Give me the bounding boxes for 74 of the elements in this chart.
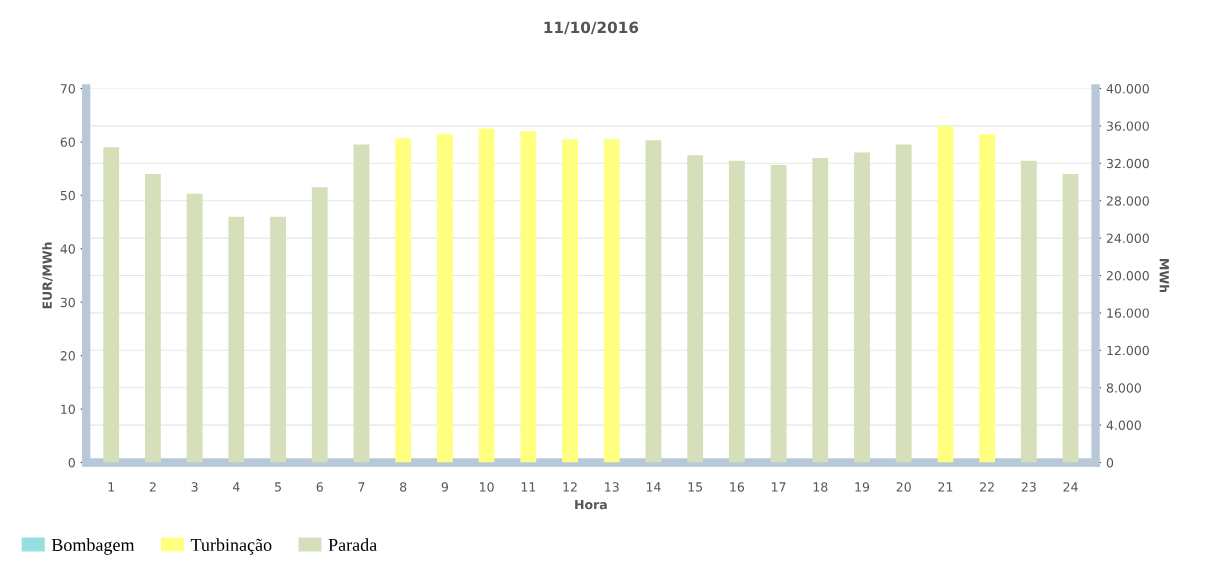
- y2-tick-label: 36.000: [1106, 121, 1149, 131]
- x-tick-label: 4: [232, 482, 240, 492]
- bar: [603, 139, 620, 463]
- legend-label: Bombagem: [51, 538, 135, 555]
- x-tick-label: 16: [730, 482, 745, 492]
- x-tick-label: 18: [813, 482, 828, 492]
- bar: [228, 216, 245, 463]
- y-tick-label: 10: [61, 404, 75, 415]
- bar: [103, 147, 120, 463]
- bar: [478, 128, 495, 463]
- bar: [311, 187, 328, 463]
- x-tick-label: 9: [441, 482, 448, 492]
- bar: [687, 155, 704, 463]
- bar: [979, 133, 996, 463]
- x-tick-label: 8: [400, 482, 407, 492]
- x-axis-title: Hora: [575, 499, 607, 510]
- legend-label: Turbinação: [190, 538, 272, 555]
- bar: [854, 152, 870, 463]
- x-tick-label: 21: [938, 482, 953, 492]
- x-tick-label: 19: [855, 482, 870, 492]
- y-tick-label: 50: [60, 190, 75, 201]
- x-tick-label: 12: [563, 482, 577, 492]
- bar: [562, 139, 578, 463]
- y-tick-label: 70: [60, 83, 75, 94]
- x-tick-label: 23: [1021, 482, 1036, 492]
- y-axis-title: EUR/MWh: [42, 242, 53, 309]
- x-tick-label: 10: [480, 482, 494, 492]
- x-tick-label: 15: [688, 482, 703, 492]
- y2-tick-label: 32.000: [1106, 158, 1149, 169]
- bar: [520, 131, 537, 463]
- bar: [395, 138, 412, 463]
- y-tick-label: 60: [60, 137, 75, 147]
- x-tick-label: 24: [1063, 482, 1078, 492]
- x-tick-label: 5: [275, 482, 281, 492]
- y2-tick-label: 40.000: [1106, 83, 1149, 94]
- y2-tick-label: 28.000: [1106, 196, 1149, 206]
- x-tick-label: 11: [521, 482, 536, 492]
- y2-axis-title: MWh: [1159, 259, 1170, 293]
- bar: [270, 216, 286, 463]
- legend-label: Parada: [328, 538, 377, 552]
- bar: [770, 164, 787, 463]
- x-tick-label: 3: [191, 482, 198, 492]
- bar: [728, 160, 745, 463]
- y2-tick-label: 0: [1106, 457, 1114, 468]
- x-tick-label: 17: [772, 482, 786, 492]
- x-tick-label: 13: [605, 482, 619, 492]
- y-tick-label: 30: [60, 297, 75, 308]
- y-tick-label: 0: [68, 457, 75, 468]
- bar: [353, 144, 370, 463]
- bar: [186, 193, 203, 463]
- x-tick-label: 20: [896, 482, 911, 492]
- bar: [937, 125, 954, 463]
- y2-tick-label: 4.000: [1106, 420, 1141, 431]
- x-tick-label: 14: [646, 482, 661, 492]
- bar: [1062, 173, 1079, 463]
- chart-title: 11/10/2016: [544, 21, 639, 35]
- x-tick-label: 2: [149, 482, 156, 492]
- x-tick-label: 6: [316, 482, 323, 492]
- y-tick-label: 20: [60, 351, 75, 361]
- bar: [1020, 160, 1037, 463]
- y2-tick-label: 16.000: [1107, 308, 1149, 318]
- bar: [436, 133, 453, 463]
- x-tick-label: 1: [108, 482, 115, 492]
- y-tick-label: 40: [60, 244, 75, 254]
- x-tick-label: 7: [358, 482, 365, 492]
- bar: [812, 157, 829, 463]
- y2-tick-label: 20.000: [1106, 270, 1149, 281]
- bar: [645, 140, 662, 463]
- bar: [144, 173, 161, 463]
- x-tick-label: 22: [980, 482, 994, 492]
- y2-tick-label: 12.000: [1107, 345, 1149, 356]
- bar: [895, 144, 912, 463]
- y2-tick-label: 24.000: [1106, 233, 1149, 244]
- y2-tick-label: 8.000: [1106, 383, 1141, 393]
